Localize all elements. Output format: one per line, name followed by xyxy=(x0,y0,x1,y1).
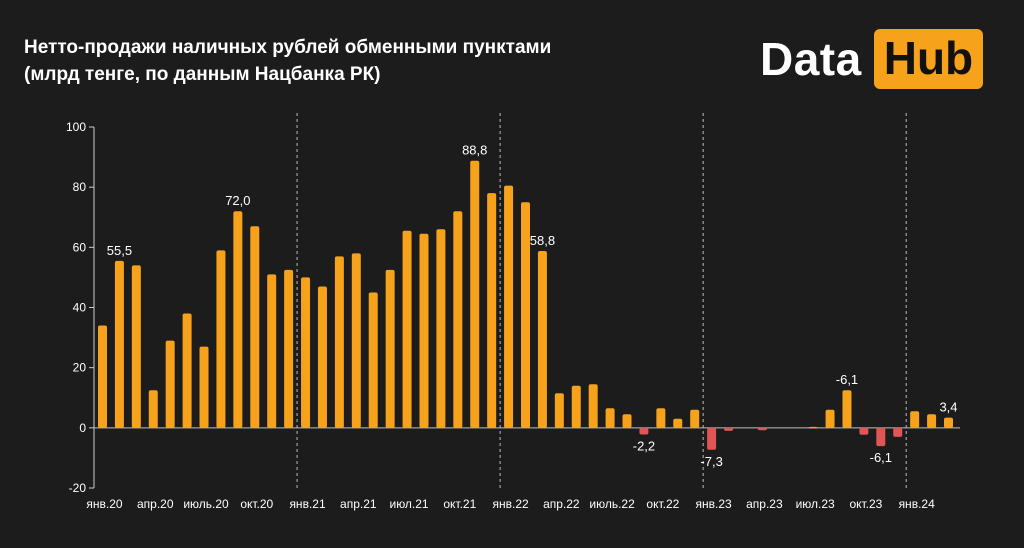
bar xyxy=(859,427,869,435)
x-tick-label: окт.23 xyxy=(849,497,882,511)
bar xyxy=(148,390,158,428)
bar xyxy=(182,313,192,428)
bar xyxy=(470,160,480,428)
x-tick-label: окт.21 xyxy=(443,497,476,511)
bar xyxy=(571,385,581,428)
bar xyxy=(98,325,107,428)
bar xyxy=(351,253,361,428)
bar xyxy=(368,292,378,428)
data-label: -2,2 xyxy=(633,438,655,453)
y-tick-label: 80 xyxy=(73,180,87,194)
x-tick-label: апр.22 xyxy=(543,497,580,511)
bar xyxy=(284,269,294,428)
x-tick-label: апр.21 xyxy=(340,497,377,511)
x-tick-label: янв.20 xyxy=(86,497,123,511)
bar xyxy=(504,185,514,428)
bar xyxy=(927,414,937,428)
data-label: 88,8 xyxy=(462,143,487,158)
data-label: -6,1 xyxy=(836,372,858,387)
y-tick-label: 40 xyxy=(73,301,87,315)
data-label: 55,5 xyxy=(107,243,132,258)
bar xyxy=(385,269,395,428)
bar xyxy=(707,427,717,450)
bar xyxy=(216,250,226,428)
bar xyxy=(301,277,311,428)
data-label: 3,4 xyxy=(939,400,957,415)
bar xyxy=(165,340,175,428)
bar xyxy=(622,414,632,428)
bar xyxy=(267,274,277,428)
bar xyxy=(131,265,141,428)
bar xyxy=(656,408,666,428)
bar xyxy=(757,427,767,431)
bar xyxy=(690,409,700,428)
x-tick-label: янв.23 xyxy=(696,497,733,511)
bar xyxy=(317,286,327,428)
bar xyxy=(537,250,547,428)
x-tick-label: июл.21 xyxy=(389,497,428,511)
bar xyxy=(233,211,243,428)
bar xyxy=(402,230,412,428)
bar xyxy=(944,417,953,428)
bar xyxy=(521,202,530,428)
bar xyxy=(673,418,683,428)
bar xyxy=(605,408,615,428)
bar xyxy=(199,346,209,428)
y-tick-label: 0 xyxy=(79,421,86,435)
bar xyxy=(250,226,260,428)
bar xyxy=(419,233,429,428)
bar xyxy=(334,256,344,428)
chart-title: Нетто-продажи наличных рублей обменными … xyxy=(24,34,551,88)
bar xyxy=(436,229,446,428)
y-tick-label: 20 xyxy=(73,361,87,375)
bar xyxy=(842,390,852,428)
datahub-logo: Data Hub xyxy=(760,26,984,92)
x-tick-label: окт.20 xyxy=(240,497,273,511)
bar xyxy=(893,427,903,437)
chart-title-line-1: Нетто-продажи наличных рублей обменными … xyxy=(24,37,552,58)
bar xyxy=(910,411,920,428)
bar xyxy=(808,426,818,429)
bar xyxy=(453,211,463,428)
bar xyxy=(487,193,497,428)
logo-text-data: Data xyxy=(760,33,862,85)
x-tick-label: янв.21 xyxy=(289,497,326,511)
x-tick-label: июл.23 xyxy=(796,497,835,511)
bar xyxy=(588,384,598,428)
data-label: 72,0 xyxy=(225,193,250,208)
y-tick-label: 100 xyxy=(66,120,86,134)
chart-title-line-2: (млрд тенге, по данным Нацбанка РК) xyxy=(24,64,381,85)
x-tick-label: апр.23 xyxy=(746,497,783,511)
data-label: -6,1 xyxy=(870,450,892,465)
bar xyxy=(114,260,124,428)
x-tick-label: янв.22 xyxy=(492,497,529,511)
x-tick-label: апр.20 xyxy=(137,497,174,511)
data-label: -7,3 xyxy=(700,454,722,469)
y-tick-label: 60 xyxy=(73,240,87,254)
y-tick-label: -20 xyxy=(69,481,87,495)
bar xyxy=(876,427,886,447)
bar xyxy=(554,393,564,428)
bar xyxy=(825,409,835,428)
bar xyxy=(724,427,734,431)
x-tick-label: окт.22 xyxy=(646,497,679,511)
logo-text-hub: Hub xyxy=(873,29,984,89)
bar xyxy=(639,427,649,435)
x-tick-label: янв.24 xyxy=(899,497,936,511)
x-tick-label: июль.20 xyxy=(183,497,229,511)
x-tick-label: июль.22 xyxy=(589,497,635,511)
data-label: 58,8 xyxy=(530,233,555,248)
